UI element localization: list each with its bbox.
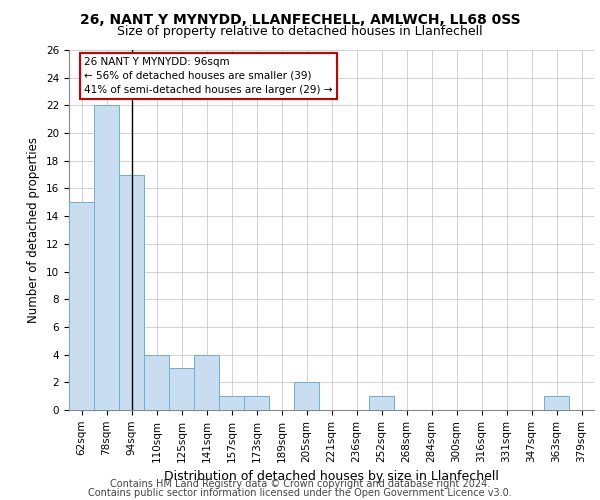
Bar: [544, 396, 569, 410]
Bar: [194, 354, 219, 410]
Y-axis label: Number of detached properties: Number of detached properties: [28, 137, 40, 323]
Text: Contains public sector information licensed under the Open Government Licence v3: Contains public sector information licen…: [88, 488, 512, 498]
Bar: [119, 174, 144, 410]
Bar: [294, 382, 319, 410]
Bar: [219, 396, 244, 410]
Text: Contains HM Land Registry data © Crown copyright and database right 2024.: Contains HM Land Registry data © Crown c…: [110, 479, 490, 489]
Bar: [94, 106, 119, 410]
Text: 26 NANT Y MYNYDD: 96sqm
← 56% of detached houses are smaller (39)
41% of semi-de: 26 NANT Y MYNYDD: 96sqm ← 56% of detache…: [84, 57, 332, 95]
Text: Size of property relative to detached houses in Llanfechell: Size of property relative to detached ho…: [117, 25, 483, 38]
X-axis label: Distribution of detached houses by size in Llanfechell: Distribution of detached houses by size …: [164, 470, 499, 483]
Bar: [244, 396, 269, 410]
Bar: [369, 396, 394, 410]
Text: 26, NANT Y MYNYDD, LLANFECHELL, AMLWCH, LL68 0SS: 26, NANT Y MYNYDD, LLANFECHELL, AMLWCH, …: [80, 12, 520, 26]
Bar: [69, 202, 94, 410]
Bar: [144, 354, 169, 410]
Bar: [169, 368, 194, 410]
